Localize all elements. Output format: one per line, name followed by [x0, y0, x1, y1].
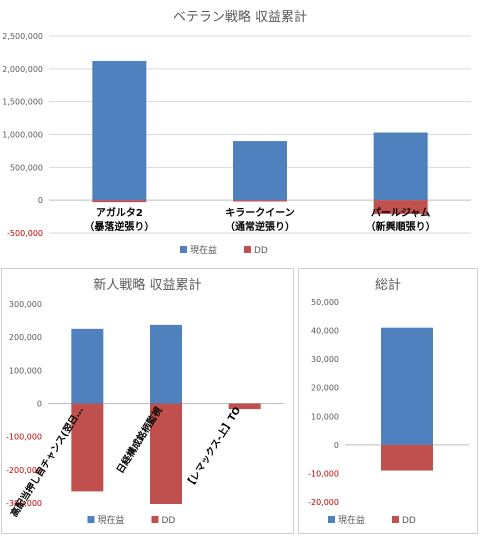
- y-tick-label: -300,000: [6, 499, 42, 508]
- y-tick-label: 1,000,000: [2, 131, 43, 140]
- bar-dd: [381, 444, 433, 471]
- y-tick-label: 200,000: [9, 333, 42, 342]
- y-tick-label: 2,500,000: [2, 32, 43, 41]
- total-chart-panel: 総計 -20,000 -10,000 0 10,000 20,000 30,000 40,00…: [298, 268, 478, 534]
- y-tick-label: 20,000: [311, 384, 339, 393]
- chart-title: ベテラン戦略 収益累計: [173, 9, 307, 25]
- chart-title: 新人戦略 収益累計: [93, 277, 201, 293]
- legend-dd-swatch: [392, 516, 399, 523]
- y-tick-label: 0: [37, 400, 42, 409]
- y-tick-label: 40,000: [311, 327, 339, 336]
- category-label: 【レマックス-上】TO: [183, 405, 243, 491]
- y-tick-label: -200,000: [6, 466, 42, 475]
- y-tick-label: -10,000: [308, 469, 339, 478]
- y-tick-label: 50,000: [311, 298, 339, 307]
- legend-dd-swatch: [244, 246, 251, 253]
- legend-profit-swatch: [180, 246, 187, 253]
- bar-profit: [71, 328, 104, 404]
- legend-dd-label: DD: [162, 516, 176, 526]
- y-tick-label: 30,000: [311, 355, 339, 364]
- bar-dd: [233, 200, 287, 202]
- bar-dd: [92, 200, 147, 203]
- y-tick-label: 100,000: [9, 366, 42, 375]
- legend-dd-label: DD: [402, 516, 416, 526]
- chart-title: 総計: [375, 277, 401, 293]
- veteran-chart-panel: ベテラン戦略 収益累計 -500,000 0 500,000 1,000,000 1,50…: [0, 0, 480, 264]
- bar-dd: [71, 403, 104, 492]
- newcomer-chart-panel: 新人戦略 収益累計 -300,000 -200,000 -100,000 0 100,00…: [1, 268, 294, 534]
- legend-dd-swatch: [151, 516, 159, 523]
- y-tick-label: 2,000,000: [2, 65, 43, 74]
- y-tick-label: -100,000: [6, 433, 42, 442]
- y-tick-label: 0: [38, 196, 43, 205]
- category-label: （通常逆張り）: [225, 220, 295, 233]
- legend-profit-label: 現在益: [338, 514, 365, 526]
- bar-profit: [92, 60, 147, 201]
- legend-dd-label: DD: [254, 246, 268, 256]
- bar-profit: [150, 324, 182, 404]
- bar-dd: [373, 200, 428, 214]
- legend-profit-swatch: [87, 516, 95, 523]
- bar-profit: [373, 132, 428, 201]
- y-tick-label: 10,000: [311, 412, 339, 421]
- newcomer-chart: 新人戦略 収益累計 -300,000 -200,000 -100,000 0 100,00…: [6, 277, 284, 526]
- y-tick-label: 0: [334, 441, 339, 450]
- y-tick-label: 500,000: [10, 163, 43, 172]
- total-chart: 総計 -20,000 -10,000 0 10,000 20,000 30,000 40,00…: [308, 277, 469, 526]
- category-label: （新興順張り）: [366, 220, 436, 233]
- category-label: アガルタ2: [96, 206, 143, 219]
- category-label: （暴落逆張り）: [84, 220, 154, 233]
- veteran-chart: ベテラン戦略 収益累計 -500,000 0 500,000 1,000,000 1,50…: [2, 9, 471, 256]
- y-tick-label: -500,000: [7, 229, 43, 238]
- bar-profit: [233, 141, 287, 201]
- legend-profit-swatch: [328, 516, 335, 523]
- bar-profit: [381, 327, 433, 445]
- category-label: キラークイーン: [225, 207, 295, 219]
- legend-profit-label: 現在益: [190, 244, 217, 256]
- category-label: パールジャム: [371, 207, 431, 219]
- y-tick-label: 1,500,000: [2, 98, 43, 107]
- legend-profit-label: 現在益: [98, 514, 125, 526]
- bar-dd: [150, 403, 182, 504]
- bar-dd: [228, 403, 261, 410]
- y-tick-label: 300,000: [9, 300, 42, 309]
- y-tick-label: -20,000: [308, 498, 339, 507]
